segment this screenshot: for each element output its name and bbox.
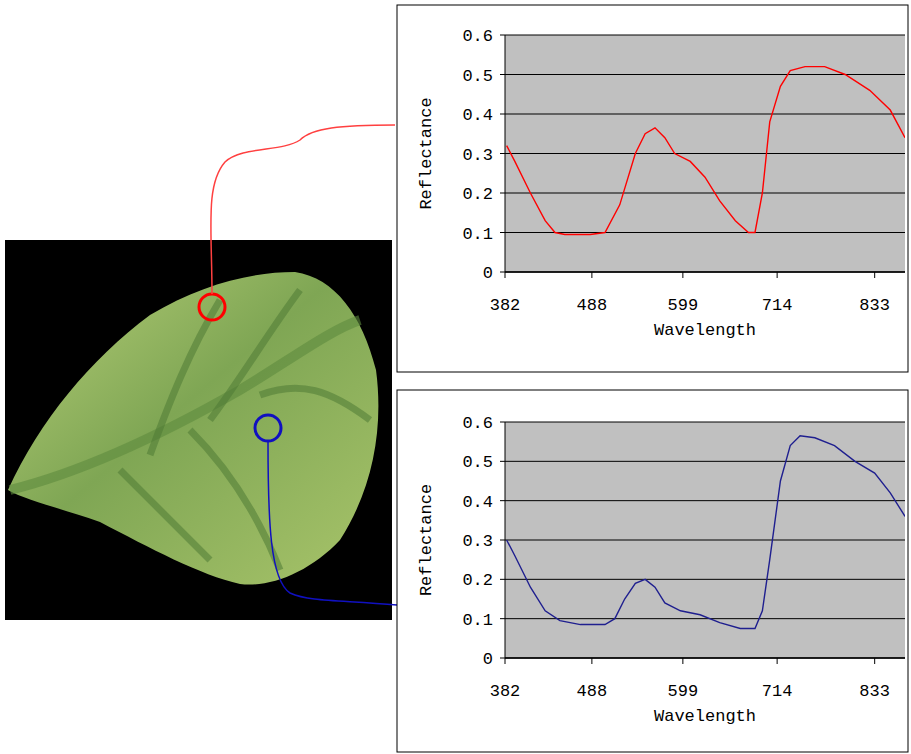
panel-frame bbox=[397, 5, 908, 372]
leaf bbox=[8, 272, 378, 585]
x-tick bbox=[505, 272, 506, 278]
grid-line bbox=[505, 232, 905, 233]
x-tick bbox=[591, 272, 592, 278]
x-tick-label: 714 bbox=[762, 296, 793, 315]
y-tick bbox=[500, 232, 505, 233]
x-tick bbox=[682, 272, 683, 278]
x-tick-label: 488 bbox=[577, 296, 608, 315]
y-tick-label: 0.6 bbox=[462, 27, 493, 46]
y-tick-label: 0.2 bbox=[462, 185, 493, 204]
data-group bbox=[507, 436, 905, 629]
y-tick-label: 0.6 bbox=[462, 414, 493, 433]
leaf-veins bbox=[120, 290, 370, 570]
grid-line bbox=[505, 193, 905, 194]
y-tick bbox=[500, 618, 505, 619]
grid-line bbox=[505, 461, 905, 462]
x-tick bbox=[874, 658, 875, 664]
y-tick bbox=[500, 153, 505, 154]
panel-frame bbox=[397, 390, 908, 752]
chart-panel: 0 0.1 0.2 0.3 0.4 0.5 0.6 382 488 599 714 833 Wavele… bbox=[397, 5, 908, 372]
spectrum-line bbox=[507, 67, 905, 235]
y-tick bbox=[500, 74, 505, 75]
red-connector bbox=[211, 125, 395, 294]
x-tick bbox=[505, 658, 506, 664]
plot-area bbox=[505, 422, 905, 658]
blue-sample-circle bbox=[255, 415, 281, 441]
grid-line bbox=[505, 35, 905, 36]
y-tick-label: 0.2 bbox=[462, 571, 493, 590]
x-tick-label: 382 bbox=[490, 296, 521, 315]
y-tick bbox=[500, 540, 505, 541]
x-tick bbox=[591, 658, 592, 664]
chart-panel: 0 0.1 0.2 0.3 0.4 0.5 0.6 382 488 599 714 833 Wavele… bbox=[397, 390, 908, 752]
x-tick-label: 714 bbox=[762, 682, 793, 701]
y-tick bbox=[500, 500, 505, 501]
y-axis-line bbox=[505, 422, 506, 658]
y-tick bbox=[500, 35, 505, 36]
grid-line bbox=[505, 658, 905, 659]
plot-area bbox=[505, 35, 905, 272]
grid-line bbox=[505, 500, 905, 501]
grid-line bbox=[505, 272, 905, 273]
grid-line bbox=[505, 540, 905, 541]
x-axis-line bbox=[505, 271, 905, 273]
x-tick bbox=[874, 272, 875, 278]
figure: 0 0.1 0.2 0.3 0.4 0.5 0.6 382 488 599 714 833 Wavele… bbox=[0, 0, 911, 754]
x-tick-label: 599 bbox=[668, 296, 699, 315]
y-tick-label: 0.4 bbox=[462, 493, 493, 512]
y-tick-label: 0.5 bbox=[462, 67, 493, 86]
x-tick bbox=[682, 658, 683, 664]
y-tick bbox=[500, 272, 505, 273]
x-axis-title: Wavelength bbox=[654, 707, 756, 726]
y-tick bbox=[500, 658, 505, 659]
x-tick-label: 833 bbox=[859, 296, 890, 315]
grid-line bbox=[505, 422, 905, 423]
y-tick bbox=[500, 422, 505, 423]
grid-line bbox=[505, 579, 905, 580]
y-axis-title: Reflectance bbox=[417, 484, 436, 596]
x-tick-label: 488 bbox=[577, 682, 608, 701]
blue-connector bbox=[268, 441, 397, 605]
y-tick-label: 0 bbox=[483, 264, 493, 283]
x-tick-label: 382 bbox=[490, 682, 521, 701]
y-axis-title: Reflectance bbox=[417, 97, 436, 209]
x-tick bbox=[777, 272, 778, 278]
y-tick-label: 0.3 bbox=[462, 532, 493, 551]
x-tick-label: 833 bbox=[859, 682, 890, 701]
y-tick-label: 0 bbox=[483, 650, 493, 669]
y-tick bbox=[500, 114, 505, 115]
grid-line bbox=[505, 114, 905, 115]
red-sample-circle bbox=[199, 294, 225, 320]
y-tick bbox=[500, 579, 505, 580]
x-tick-label: 599 bbox=[668, 682, 699, 701]
image-background bbox=[5, 240, 392, 620]
y-axis-line bbox=[505, 35, 506, 272]
x-axis-title: Wavelength bbox=[654, 321, 756, 340]
y-tick-label: 0.1 bbox=[462, 611, 493, 630]
spectrum-line bbox=[507, 436, 905, 629]
leaf-midrib bbox=[10, 320, 360, 490]
grid-line bbox=[505, 618, 905, 619]
y-tick bbox=[500, 461, 505, 462]
y-tick-label: 0.5 bbox=[462, 453, 493, 472]
x-axis-line bbox=[505, 657, 905, 659]
y-tick bbox=[500, 193, 505, 194]
y-tick-label: 0.3 bbox=[462, 146, 493, 165]
y-tick-label: 0.4 bbox=[462, 106, 493, 125]
y-tick-label: 0.1 bbox=[462, 225, 493, 244]
x-tick bbox=[777, 658, 778, 664]
grid-line bbox=[505, 153, 905, 154]
data-group bbox=[507, 67, 905, 235]
